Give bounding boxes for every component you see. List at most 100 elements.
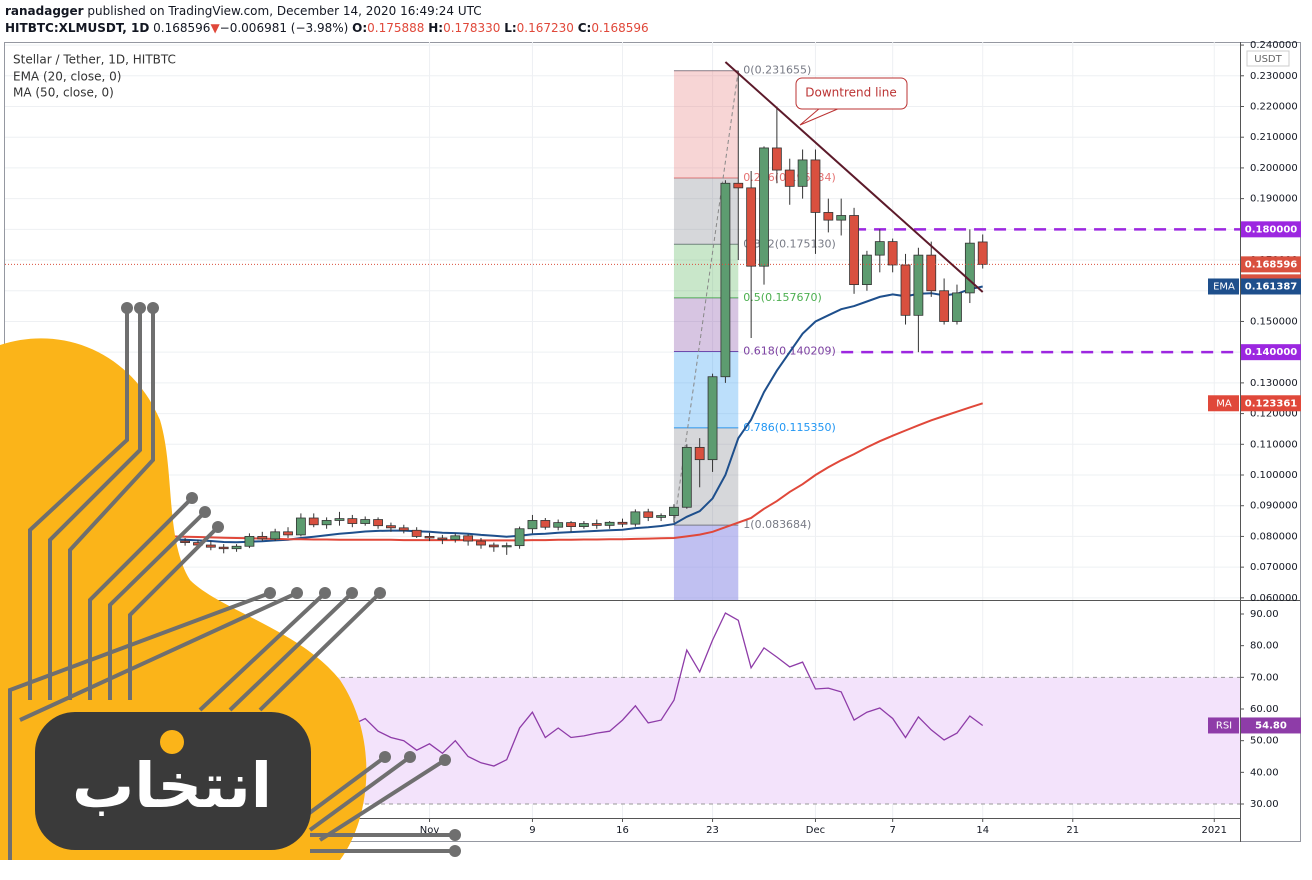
y-tick-label: 0.190000	[1250, 194, 1298, 205]
candle-body	[836, 215, 847, 221]
y-tick-label: 0.230000	[1250, 71, 1298, 82]
candle-body	[591, 523, 602, 526]
change: −0.006981 (−3.98%)	[219, 21, 349, 35]
candle-body	[295, 517, 306, 536]
candle-body	[398, 527, 409, 531]
candle-body	[321, 520, 332, 526]
candle-body	[656, 515, 666, 518]
y-tick-label: 0.220000	[1250, 101, 1298, 112]
candle-body	[437, 537, 448, 540]
y-tick-label: 0.120000	[1250, 409, 1298, 420]
fib-zone	[673, 70, 739, 178]
y-tick-label: 0.200000	[1250, 163, 1298, 174]
candle-body	[540, 520, 551, 528]
candle-body	[270, 531, 281, 540]
header-line-2: HITBTC:XLMUSDT, 1D 0.168596▼−0.006981 (−…	[5, 20, 649, 37]
fib-label: 1(0.083684)	[743, 518, 811, 531]
candle-body	[797, 159, 808, 187]
candle-body	[810, 159, 821, 213]
series-tag-value: 0.161387	[1245, 281, 1298, 292]
indicator-line	[172, 402, 984, 542]
x-tick-label: 9	[529, 825, 535, 836]
callout-box	[795, 77, 908, 110]
callout-pointer	[799, 107, 841, 126]
series-tag	[1241, 395, 1301, 412]
rsi-name-tag	[1208, 717, 1239, 734]
symbol: HITBTC:XLMUSDT, 1D	[5, 21, 150, 35]
ohlc-key: L:	[504, 21, 517, 35]
y-tick-label: 60.00	[1250, 704, 1279, 715]
candle-body	[527, 520, 538, 530]
candle-body	[205, 544, 216, 548]
chart-title: Stellar / Tether, 1D, HITBTC	[13, 53, 176, 67]
x-tick-label: Dec	[806, 825, 825, 836]
level-tag-label: 0.180000	[1245, 224, 1298, 235]
logo-coin	[160, 730, 184, 754]
overlay: 0.240000 0.230000 0.220000 0.210000 0.200000…	[13, 40, 1301, 836]
rsi-tag-value: 54.80	[1255, 720, 1287, 731]
candle-body	[681, 446, 692, 508]
candle-body	[926, 254, 937, 292]
y-tick-label: 0.100000	[1250, 470, 1298, 481]
y-tick-label: 0.240000	[1250, 40, 1298, 51]
price-pane: 0(0.231655)0.236(0.196734)0.382(0.175130…	[5, 42, 1240, 600]
price-tag	[1241, 256, 1301, 273]
ohlc-value: 0.175888	[367, 21, 425, 35]
candle-body	[771, 147, 782, 171]
candle-body	[360, 519, 371, 524]
candle-body	[874, 241, 885, 256]
y-tick-label: 30.00	[1250, 799, 1279, 810]
indicator-line	[172, 285, 983, 544]
series-name-tag	[1208, 278, 1239, 295]
callout-text: Downtrend line	[805, 86, 896, 100]
candle-body	[386, 525, 396, 529]
level-tag	[1241, 344, 1301, 361]
candle-body	[553, 522, 564, 528]
y-tick-label: 0.110000	[1250, 439, 1298, 450]
series-tag-value: 0.123361	[1245, 398, 1298, 409]
candle-body	[347, 518, 358, 524]
candle-body	[759, 147, 769, 267]
x-tick-label: Nov	[420, 825, 440, 836]
candle-body	[604, 521, 615, 526]
candle-body	[849, 215, 859, 286]
x-tick-label: 21	[1066, 825, 1079, 836]
x-tick-label: 23	[706, 825, 719, 836]
ohlc-key: H:	[428, 21, 444, 35]
price: 0.168596	[153, 21, 211, 35]
price-tag-label: 0.168596	[1245, 259, 1298, 270]
rsi-tag	[1241, 717, 1301, 734]
ohlc: O:0.175888 H:0.178330 L:0.167230 C:0.168…	[352, 21, 648, 35]
fib-label: 0.382(0.175130)	[743, 237, 836, 250]
series-name-tag	[1208, 395, 1239, 412]
candle-body	[952, 292, 962, 322]
ohlc-key: O:	[352, 21, 368, 35]
x-tick-label: 14	[976, 825, 989, 836]
candle-body	[373, 519, 383, 527]
candle-body	[887, 241, 898, 266]
y-tick-label: 40.00	[1250, 767, 1279, 778]
candle-body	[501, 545, 512, 548]
fib-label: 0(0.231655)	[743, 64, 811, 77]
change-arrow: ▼	[210, 21, 220, 35]
candle-body	[180, 540, 191, 543]
y-tick-label: 0.090000	[1250, 501, 1298, 512]
ohlc-value: 0.178330	[443, 21, 501, 35]
candle-body	[630, 511, 641, 525]
y-tick-label: 0.130000	[1250, 378, 1298, 389]
y-tick-label: 90.00	[1250, 609, 1279, 620]
candle-body	[643, 511, 654, 518]
candle-body	[900, 264, 911, 316]
candle-body	[450, 535, 461, 540]
y-tick-label: 0.150000	[1250, 316, 1298, 327]
ohlc-value: 0.167230	[516, 21, 574, 35]
y-tick-label: 50.00	[1250, 736, 1279, 747]
candle-body	[566, 522, 576, 528]
candle-body	[913, 254, 924, 316]
ohlc-key: C:	[577, 21, 592, 35]
trend-line	[724, 61, 984, 293]
legend-entry: EMA (20, close, 0)	[13, 70, 121, 84]
